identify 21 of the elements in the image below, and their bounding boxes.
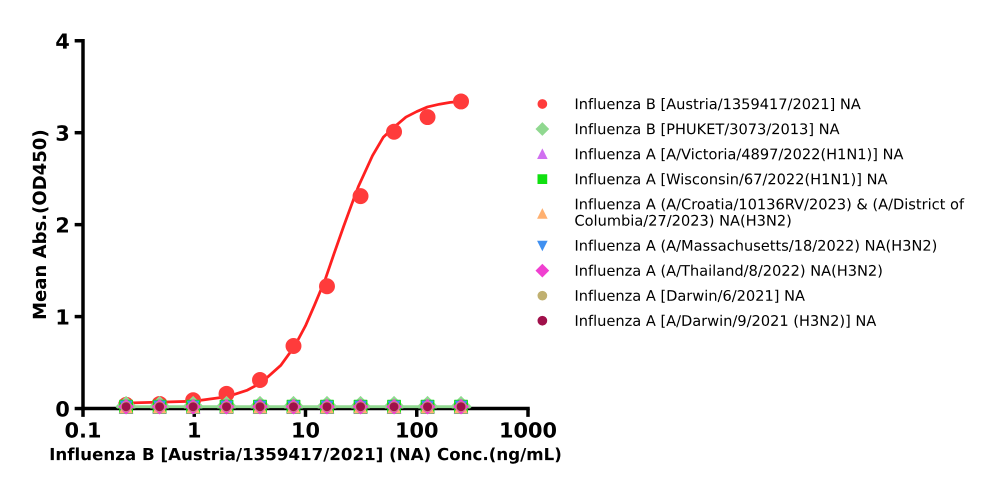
x-tick-label: 10 — [293, 422, 319, 438]
legend-label: Influenza A (A/Thailand/8/2022) NA(H3N2) — [576, 264, 882, 278]
y-axis-title: Mean Abs.(OD450) — [32, 130, 48, 318]
legend-label: Influenza B [Austria/1359417/2021] NA — [576, 98, 861, 112]
legend-label: Influenza B [PHUKET/3073/2013] NA — [576, 123, 840, 136]
y-tick-label: 1 — [58, 309, 68, 325]
legend-label: Influenza A (A/Croatia/10136RV/2023) & (A/District of Columbia/27/2023) NA(H3N2) — [575, 198, 964, 228]
x-tick-label: 1 — [189, 422, 200, 438]
legend-label: Influenza A [Darwin/6/2021] NA — [576, 290, 805, 303]
legend-label: Influenza A [Wisconsin/67/2022(H1N1)] NA — [576, 173, 888, 186]
y-tick-label: 0 — [56, 400, 69, 417]
y-tick-label: 3 — [56, 125, 68, 141]
x-tick-label: 100 — [397, 422, 438, 438]
x-tick-label: 0.1 — [66, 422, 100, 438]
y-tick-label: 4 — [56, 33, 69, 49]
y-tick-label: 2 — [56, 217, 68, 233]
x-tick-label: 1000 — [501, 422, 556, 438]
legend-label: Influenza A [A/Darwin/9/2021 (H3N2)] NA — [576, 314, 876, 328]
legend-label: Influenza A (A/Massachusetts/18/2022) NA(H3N2) — [576, 240, 936, 253]
legend-label: Influenza A [A/Victoria/4897/2022(H1N1)] NA — [576, 148, 904, 162]
x-axis-title: Influenza B [Austria/1359417/2021] (NA) Conc.(ng/mL) — [50, 447, 560, 464]
